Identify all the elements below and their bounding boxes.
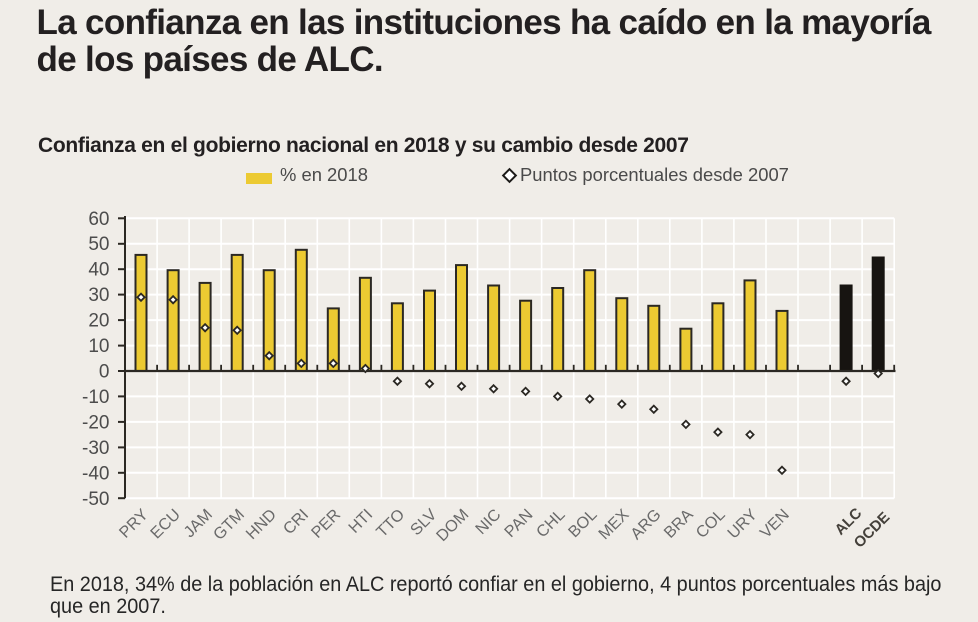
svg-text:40: 40	[88, 260, 109, 281]
svg-text:DOM: DOM	[433, 506, 472, 545]
svg-text:ARG: ARG	[627, 506, 665, 544]
svg-text:VEN: VEN	[757, 506, 793, 542]
svg-text:-30: -30	[82, 438, 109, 459]
svg-text:PAN: PAN	[501, 506, 536, 541]
svg-text:URY: URY	[724, 505, 761, 542]
svg-text:ECU: ECU	[147, 506, 184, 543]
svg-text:30: 30	[88, 285, 109, 306]
svg-text:MEX: MEX	[595, 505, 633, 543]
svg-text:HTI: HTI	[345, 506, 376, 537]
svg-text:PRY: PRY	[116, 505, 152, 541]
svg-text:60: 60	[88, 209, 109, 230]
svg-text:GTM: GTM	[210, 506, 248, 544]
svg-text:PER: PER	[308, 506, 344, 542]
svg-text:HND: HND	[242, 506, 280, 544]
svg-text:TTO: TTO	[373, 506, 408, 541]
svg-text:-40: -40	[82, 463, 109, 484]
svg-text:-10: -10	[82, 387, 109, 408]
svg-text:-20: -20	[82, 412, 109, 433]
svg-text:BOL: BOL	[565, 506, 601, 542]
svg-text:50: 50	[88, 234, 109, 255]
svg-text:JAM: JAM	[180, 506, 216, 542]
svg-text:BRA: BRA	[660, 505, 696, 541]
svg-text:-50: -50	[82, 489, 109, 510]
svg-text:CRI: CRI	[280, 506, 312, 538]
svg-text:NIC: NIC	[472, 505, 505, 538]
svg-text:20: 20	[88, 311, 109, 332]
svg-text:10: 10	[88, 336, 109, 357]
svg-text:0: 0	[99, 362, 110, 383]
svg-text:CHL: CHL	[533, 506, 569, 542]
svg-text:COL: COL	[692, 506, 728, 542]
